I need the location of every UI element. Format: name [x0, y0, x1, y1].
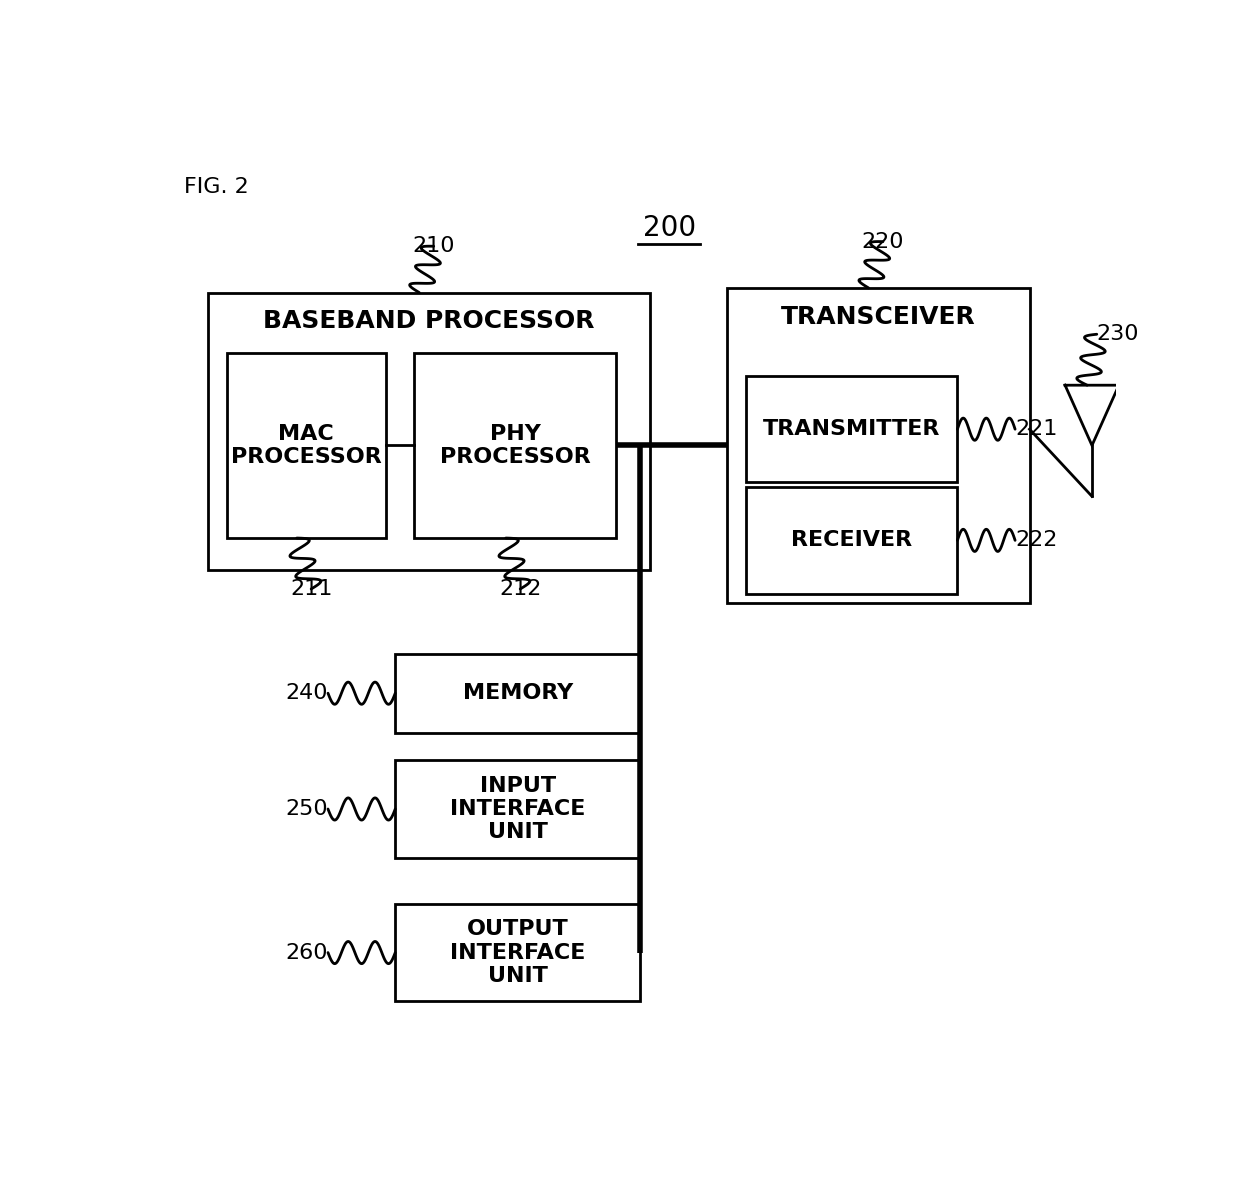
Text: RECEIVER: RECEIVER — [791, 531, 913, 550]
Bar — [414, 352, 616, 538]
Text: BASEBAND PROCESSOR: BASEBAND PROCESSOR — [263, 309, 595, 333]
Text: INPUT
INTERFACE
UNIT: INPUT INTERFACE UNIT — [450, 776, 585, 842]
Text: OUTPUT
INTERFACE
UNIT: OUTPUT INTERFACE UNIT — [450, 919, 585, 985]
Text: 221: 221 — [1016, 419, 1058, 439]
Bar — [396, 653, 640, 733]
Text: 211: 211 — [290, 579, 332, 599]
Text: 260: 260 — [285, 943, 327, 962]
Text: TRANSCEIVER: TRANSCEIVER — [781, 304, 976, 328]
Text: 200: 200 — [642, 214, 696, 242]
Bar — [396, 903, 640, 1001]
Bar — [727, 288, 1029, 603]
Bar — [746, 487, 957, 593]
Text: FIG. 2: FIG. 2 — [184, 177, 248, 197]
Text: MAC
PROCESSOR: MAC PROCESSOR — [231, 423, 382, 467]
Bar — [396, 760, 640, 858]
Text: 220: 220 — [862, 232, 904, 251]
Text: MEMORY: MEMORY — [463, 683, 573, 704]
Text: 230: 230 — [1096, 325, 1140, 344]
Text: 240: 240 — [285, 683, 327, 704]
Text: 212: 212 — [498, 579, 542, 599]
Text: 250: 250 — [285, 799, 327, 819]
Text: 210: 210 — [413, 236, 455, 256]
Text: PHY
PROCESSOR: PHY PROCESSOR — [440, 423, 590, 467]
Bar — [208, 292, 650, 570]
Text: 222: 222 — [1016, 531, 1058, 550]
Bar — [746, 375, 957, 482]
Bar — [227, 352, 386, 538]
Text: TRANSMITTER: TRANSMITTER — [763, 419, 940, 439]
